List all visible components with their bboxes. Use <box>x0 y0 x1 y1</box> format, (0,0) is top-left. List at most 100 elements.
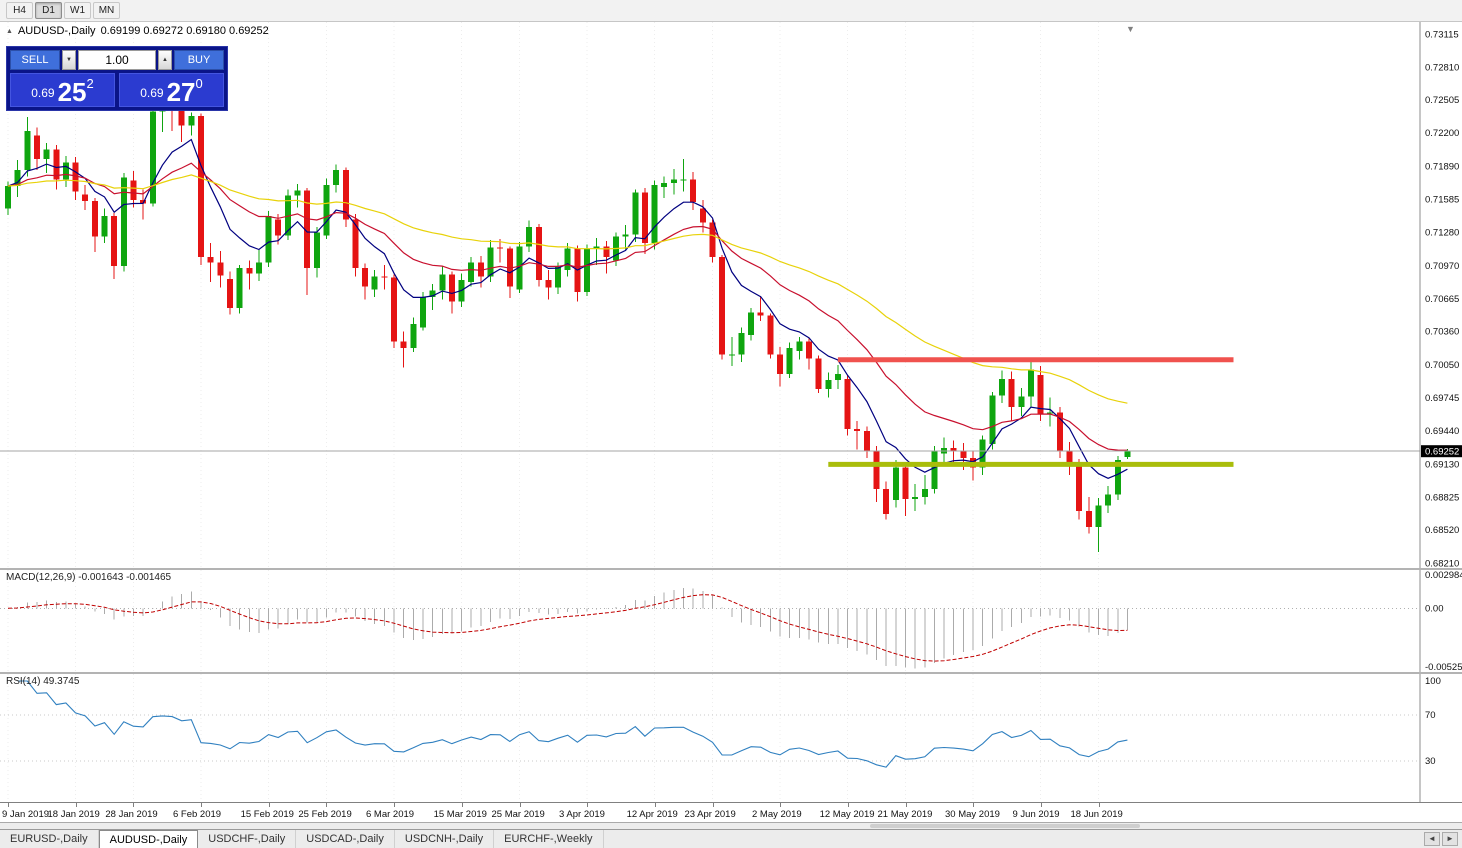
chart-tab-eurusd-daily[interactable]: EURUSD-,Daily <box>0 830 99 848</box>
tab-navigation: ◄ ► <box>1424 830 1462 848</box>
time-tick <box>75 803 77 807</box>
svg-text:0.71890: 0.71890 <box>1425 162 1459 173</box>
time-label: 25 Feb 2019 <box>298 809 352 820</box>
time-tick <box>1040 803 1042 807</box>
one-click-trading-panel: SELL ▼ ▲ BUY 0.69 25 2 0.69 27 <box>6 46 228 111</box>
sell-price-pip: 2 <box>86 76 94 91</box>
time-label: 15 Mar 2019 <box>433 809 487 820</box>
time-tick <box>394 803 395 807</box>
chart-tab-audusd-daily[interactable]: AUDUSD-,Daily <box>98 830 199 848</box>
time-label: 28 Jan 2019 <box>105 809 158 820</box>
svg-text:0.69252: 0.69252 <box>1425 447 1459 458</box>
svg-text:▼: ▼ <box>1126 24 1135 34</box>
time-label: 18 Jan 2019 <box>47 809 100 820</box>
svg-text:0.72200: 0.72200 <box>1425 128 1459 139</box>
time-tick <box>326 803 328 807</box>
macd-header: MACD(12,26,9) -0.001643 -0.001465 <box>6 572 172 583</box>
svg-text:0.72810: 0.72810 <box>1425 62 1459 73</box>
rsi-header: RSI(14) 49.3745 <box>6 676 80 687</box>
chevron-up-icon: ▲ <box>162 57 168 63</box>
svg-text:0.70970: 0.70970 <box>1425 261 1459 272</box>
time-label: 30 May 2019 <box>945 809 1000 820</box>
svg-text:0.72505: 0.72505 <box>1425 95 1459 106</box>
svg-text:0.69440: 0.69440 <box>1425 426 1459 437</box>
time-tick <box>905 803 907 807</box>
svg-text:0.69130: 0.69130 <box>1425 459 1459 470</box>
svg-text:0.68210: 0.68210 <box>1425 559 1459 568</box>
macd-indicator-panel[interactable]: 0.002984 0.00 -0.005256 MACD(12,26,9) -0.0… <box>0 570 1462 674</box>
svg-text:0.68520: 0.68520 <box>1425 525 1459 536</box>
chart-title: AUDUSD-,Daily <box>17 25 96 37</box>
time-label: 6 Feb 2019 <box>173 809 222 820</box>
chart-tab-usdcnh-daily[interactable]: USDCNH-,Daily <box>395 830 495 848</box>
chart-tab-bar: EURUSD-,Daily AUDUSD-,Daily USDCHF-,Daily U… <box>0 829 1462 848</box>
svg-text:0.00: 0.00 <box>1425 603 1444 614</box>
time-tick <box>8 803 9 807</box>
macd-canvas[interactable]: 0.002984 0.00 -0.005256 <box>0 570 1462 673</box>
svg-text:0.002984: 0.002984 <box>1425 570 1462 581</box>
rsi-indicator-panel[interactable]: 100 70 30 RSI(14) 49.3745 <box>0 674 1462 803</box>
time-tick <box>780 803 781 807</box>
time-tick <box>973 803 974 807</box>
timeframe-button-w1[interactable]: W1 <box>64 2 91 19</box>
time-axis[interactable]: 9 Jan 2019 18 Jan 2019 28 Jan 2019 6 Feb 20… <box>0 803 1462 823</box>
time-label: 23 Apr 2019 <box>684 809 736 820</box>
time-label: 25 Mar 2019 <box>491 809 545 820</box>
time-label: 2 May 2019 <box>752 809 802 820</box>
price-chart-canvas[interactable]: 0.73115 0.72810 0.72505 0.72200 0.71890 0.715… <box>0 22 1462 570</box>
time-label: 18 Jun 2019 <box>1070 809 1123 820</box>
sell-price-prefix: 0.69 <box>31 86 55 100</box>
svg-text:0.70665: 0.70665 <box>1425 294 1459 305</box>
tab-scroll-right-button[interactable]: ► <box>1442 832 1458 846</box>
horizontal-scrollbar[interactable] <box>0 823 1462 829</box>
chevron-down-icon: ▼ <box>66 57 72 63</box>
time-label: 12 Apr 2019 <box>626 809 678 820</box>
svg-text:0.70050: 0.70050 <box>1425 360 1459 371</box>
timeframe-button-mn[interactable]: MN <box>93 2 120 19</box>
tab-scroll-left-button[interactable]: ◄ <box>1424 832 1440 846</box>
time-tick <box>461 803 463 807</box>
buy-price-main: 27 <box>166 77 196 107</box>
chart-tab-eurchf-weekly[interactable]: EURCHF-,Weekly <box>494 830 604 848</box>
svg-text:70: 70 <box>1425 710 1436 721</box>
scrollbar-thumb[interactable] <box>870 824 1140 828</box>
time-label: 9 Jan 2019 <box>2 809 50 820</box>
volume-decrease-button[interactable]: ▼ <box>62 50 76 70</box>
time-label: 3 Apr 2019 <box>559 809 605 820</box>
time-tick <box>268 803 270 807</box>
time-tick <box>847 803 849 807</box>
sell-price-display[interactable]: 0.69 25 2 <box>10 73 115 107</box>
time-tick <box>587 803 588 807</box>
buy-button[interactable]: BUY <box>174 50 224 70</box>
time-label: 6 Mar 2019 <box>366 809 415 820</box>
chart-ohlc-values: 0.69199 0.69272 0.69180 0.69252 <box>100 25 269 37</box>
svg-text:0.71280: 0.71280 <box>1425 227 1459 238</box>
svg-text:0.69745: 0.69745 <box>1425 393 1459 404</box>
volume-input[interactable] <box>78 50 156 70</box>
sell-price-main: 25 <box>57 77 87 107</box>
timeframe-button-d1[interactable]: D1 <box>35 2 62 19</box>
timeframe-group: H4 D1 W1 MN <box>6 2 120 19</box>
buy-price-display[interactable]: 0.69 27 0 <box>119 73 224 107</box>
rsi-canvas[interactable]: 100 70 30 <box>0 674 1462 802</box>
time-tick <box>201 803 202 807</box>
time-label: 21 May 2019 <box>877 809 933 820</box>
chart-header: ▲ AUDUSD-,Daily 0.69199 0.69272 0.69180 … <box>6 25 269 37</box>
svg-text:0.68825: 0.68825 <box>1425 492 1459 503</box>
svg-text:0.73115: 0.73115 <box>1425 29 1459 40</box>
time-tick <box>712 803 714 807</box>
time-tick <box>654 803 656 807</box>
collapse-chart-icon[interactable]: ▲ <box>6 27 13 35</box>
time-tick <box>1098 803 1100 807</box>
chart-tab-usdcad-daily[interactable]: USDCAD-,Daily <box>296 830 395 848</box>
time-label: 12 May 2019 <box>819 809 875 820</box>
sell-button[interactable]: SELL <box>10 50 60 70</box>
svg-text:100: 100 <box>1425 676 1441 687</box>
timeframe-button-h4[interactable]: H4 <box>6 2 33 19</box>
price-chart-panel[interactable]: 0.73115 0.72810 0.72505 0.72200 0.71890 0.715… <box>0 22 1462 570</box>
chart-tab-usdchf-daily[interactable]: USDCHF-,Daily <box>198 830 297 848</box>
volume-increase-button[interactable]: ▲ <box>158 50 172 70</box>
buy-price-prefix: 0.69 <box>140 86 164 100</box>
time-label: 9 Jun 2019 <box>1012 809 1060 820</box>
